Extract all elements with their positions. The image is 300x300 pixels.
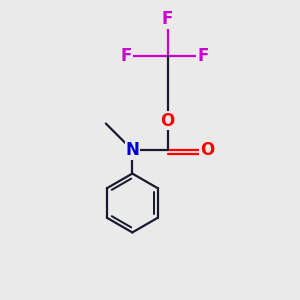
Text: F: F: [162, 10, 173, 28]
Text: O: O: [160, 112, 175, 130]
Text: N: N: [125, 141, 139, 159]
Text: O: O: [200, 141, 214, 159]
Text: F: F: [197, 47, 209, 65]
Text: F: F: [121, 47, 132, 65]
